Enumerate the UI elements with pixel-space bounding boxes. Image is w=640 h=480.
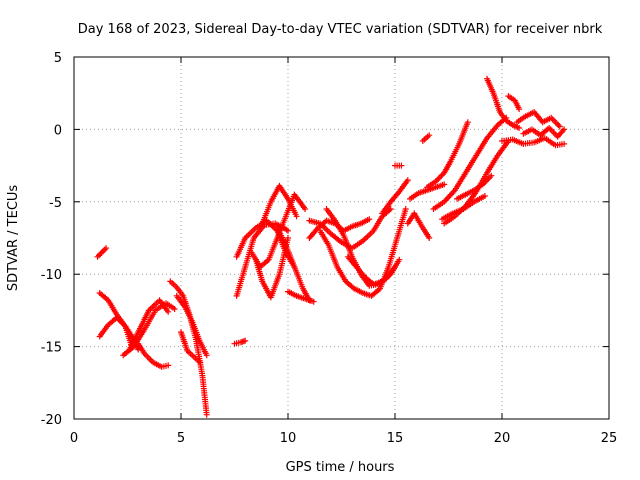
data-point [441,181,448,188]
data-point [285,227,291,234]
series-trace-35 [499,135,568,149]
series-trace-1 [94,245,110,260]
series-trace-25 [404,210,433,241]
data-point [556,123,563,130]
series-trace-17 [285,288,317,305]
y-axis-label: SDTVAR / TECUs [6,185,21,292]
data-point [398,162,405,169]
y-tick-label: 5 [54,51,62,66]
data-point [547,126,554,133]
data-point [366,216,373,223]
data-point [516,106,523,113]
data-points [94,75,568,418]
data-point [310,298,317,305]
series-trace-9 [178,329,204,366]
data-point [516,125,523,131]
data-point [203,352,210,359]
series-trace-22 [344,253,403,288]
series-trace-8 [173,292,210,359]
series-trace-3 [96,314,135,350]
series-trace-28 [424,119,471,191]
series-trace-5 [126,297,172,353]
series-trace-36 [514,109,563,130]
data-point [426,235,433,241]
chart-title: Day 168 of 2023, Sidereal Day-to-day VTE… [78,22,603,37]
series-trace-37 [520,125,568,140]
data-point [396,256,403,263]
series-trace-15 [259,182,300,227]
data-point [103,245,110,252]
series-trace-33 [484,75,523,131]
series-trace-6 [135,340,172,370]
data-point [293,213,300,220]
series-trace-23 [379,177,411,217]
data-point [285,235,291,241]
x-tick-label: 20 [494,431,511,446]
data-point [242,337,249,344]
data-point [464,119,471,126]
x-tick-label: 15 [387,431,404,446]
data-point [402,206,409,212]
data-point [197,359,204,366]
data-point [488,172,495,179]
x-axis-label: GPS time / hours [286,460,395,475]
y-tick-label: 0 [54,123,62,138]
series-trace-27 [419,132,433,144]
series-trace-14 [252,235,291,301]
y-tick-label: -20 [41,413,62,428]
data-point [171,306,178,312]
x-tick-label: 0 [70,431,78,446]
data-point [481,193,488,199]
data-point [165,362,172,369]
series-trace-34 [505,93,523,113]
data-point [165,308,172,315]
data-point [404,177,411,184]
series-trace-32 [454,172,495,202]
y-tick-label: -10 [41,268,62,283]
data-point [561,126,568,133]
data-point [561,140,568,147]
data-point [426,132,433,139]
data-point [203,411,210,418]
series-trace-24 [392,162,405,169]
series-trace-31 [439,193,488,223]
data-point [302,206,309,212]
x-tick-label: 10 [280,431,297,446]
y-tick-label: -15 [41,341,62,356]
y-tick-label: -5 [49,196,62,211]
series-trace-10 [231,337,249,347]
x-tick-label: 25 [601,431,618,446]
plot-frame [73,56,610,420]
x-tick-label: 5 [177,431,185,446]
